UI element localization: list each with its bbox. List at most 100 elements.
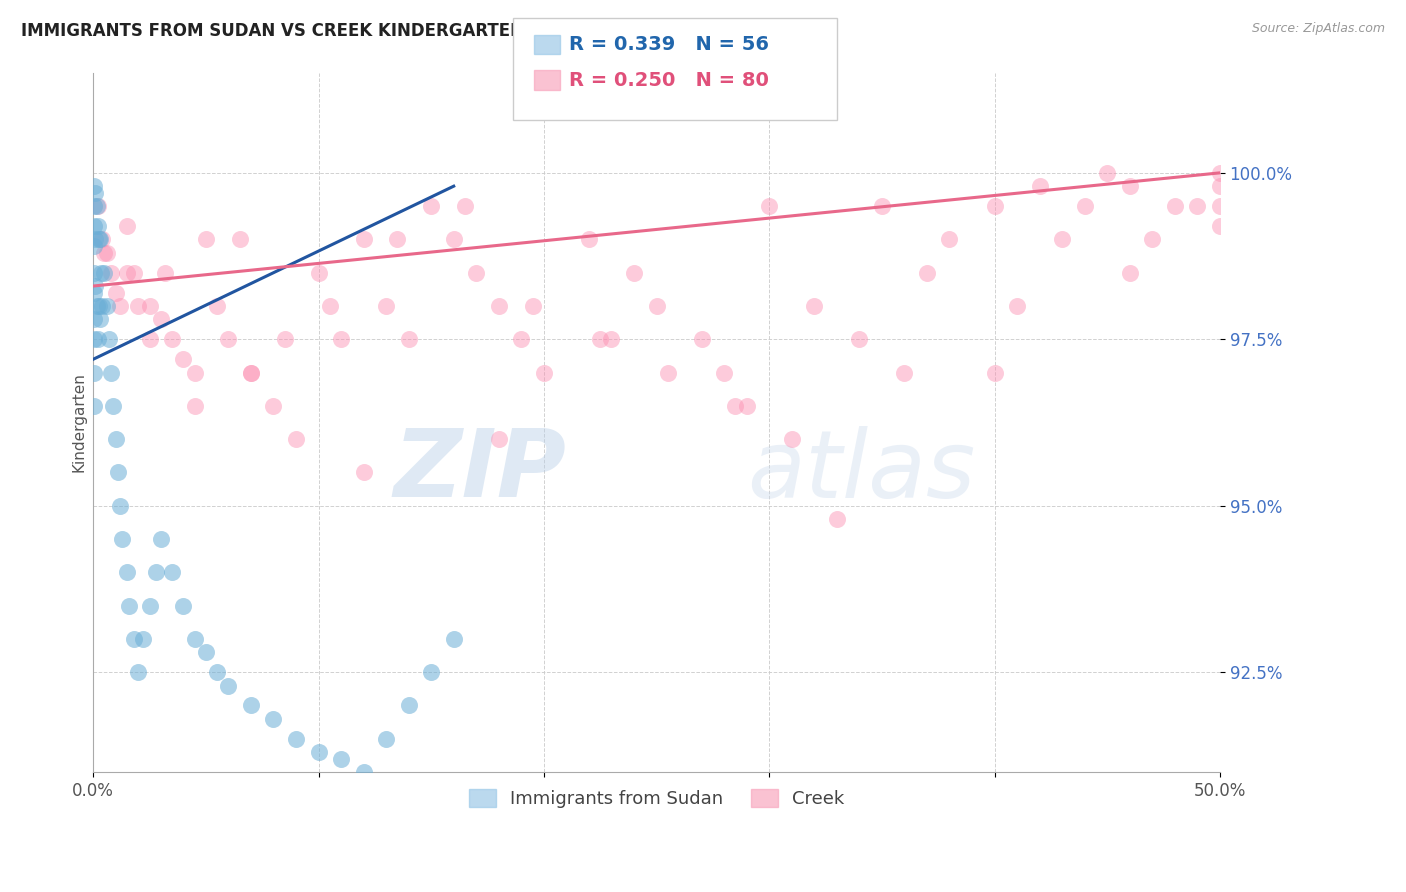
Point — [83, 399, 105, 413]
Point — [713, 366, 735, 380]
Point — [623, 266, 645, 280]
Point — [1164, 199, 1187, 213]
Point — [735, 399, 758, 413]
Legend: Immigrants from Sudan, Creek: Immigrants from Sudan, Creek — [461, 781, 852, 815]
Point — [115, 266, 138, 280]
Point — [522, 299, 544, 313]
Point — [96, 299, 118, 313]
Point — [84, 186, 107, 200]
Point — [86, 199, 108, 213]
Point — [91, 232, 114, 246]
Point — [83, 199, 105, 213]
Point — [107, 466, 129, 480]
Point — [217, 679, 239, 693]
Point — [1005, 299, 1028, 313]
Point — [308, 266, 330, 280]
Point — [83, 366, 105, 380]
Point — [83, 285, 105, 300]
Point — [870, 199, 893, 213]
Point — [83, 312, 105, 326]
Point — [83, 332, 105, 346]
Point — [1073, 199, 1095, 213]
Point — [160, 332, 183, 346]
Point — [122, 632, 145, 646]
Point — [533, 366, 555, 380]
Point — [84, 279, 107, 293]
Point — [893, 366, 915, 380]
Point — [83, 219, 105, 233]
Point — [172, 352, 194, 367]
Point — [127, 299, 149, 313]
Point — [938, 232, 960, 246]
Point — [96, 245, 118, 260]
Point — [205, 299, 228, 313]
Point — [138, 599, 160, 613]
Point — [262, 399, 284, 413]
Point — [228, 232, 250, 246]
Point — [983, 366, 1005, 380]
Point — [194, 232, 217, 246]
Point — [118, 599, 141, 613]
Point — [353, 232, 375, 246]
Point — [578, 232, 600, 246]
Point — [115, 219, 138, 233]
Point — [780, 432, 803, 446]
Point — [420, 199, 443, 213]
Point — [172, 599, 194, 613]
Point — [1050, 232, 1073, 246]
Point — [239, 366, 262, 380]
Point — [103, 399, 125, 413]
Point — [89, 312, 111, 326]
Point — [724, 399, 747, 413]
Point — [217, 332, 239, 346]
Point — [1209, 179, 1232, 194]
Point — [690, 332, 713, 346]
Point — [97, 332, 120, 346]
Point — [1209, 219, 1232, 233]
Y-axis label: Kindergarten: Kindergarten — [72, 373, 86, 473]
Point — [983, 199, 1005, 213]
Point — [1209, 199, 1232, 213]
Point — [454, 199, 477, 213]
Point — [84, 232, 107, 246]
Point — [262, 712, 284, 726]
Point — [375, 731, 398, 746]
Point — [1028, 179, 1050, 194]
Point — [205, 665, 228, 680]
Point — [127, 665, 149, 680]
Point — [100, 366, 122, 380]
Point — [510, 332, 533, 346]
Point — [645, 299, 668, 313]
Point — [149, 312, 172, 326]
Point — [110, 299, 132, 313]
Point — [87, 299, 110, 313]
Point — [848, 332, 870, 346]
Point — [600, 332, 623, 346]
Text: R = 0.250   N = 80: R = 0.250 N = 80 — [569, 70, 769, 90]
Point — [183, 366, 205, 380]
Point — [657, 366, 679, 380]
Point — [330, 752, 353, 766]
Point — [443, 632, 465, 646]
Point — [1119, 179, 1142, 194]
Point — [89, 232, 111, 246]
Point — [160, 566, 183, 580]
Point — [488, 299, 510, 313]
Point — [111, 532, 134, 546]
Point — [825, 512, 848, 526]
Point — [122, 266, 145, 280]
Point — [86, 199, 108, 213]
Point — [589, 332, 612, 346]
Point — [86, 299, 108, 313]
Point — [138, 332, 160, 346]
Text: atlas: atlas — [747, 426, 974, 517]
Point — [758, 199, 780, 213]
Point — [87, 232, 110, 246]
Point — [285, 432, 308, 446]
Point — [110, 499, 132, 513]
Point — [1209, 166, 1232, 180]
Point — [398, 332, 420, 346]
Point — [465, 266, 488, 280]
Point — [274, 332, 297, 346]
Point — [308, 745, 330, 759]
